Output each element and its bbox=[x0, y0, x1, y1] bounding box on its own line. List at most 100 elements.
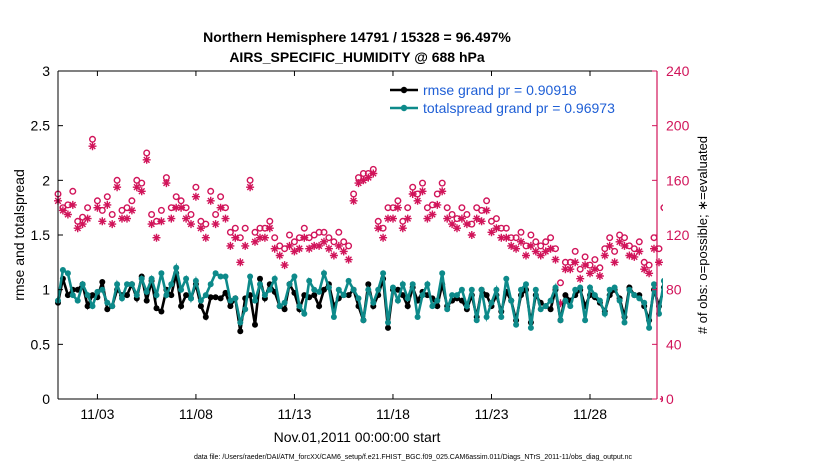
obs-possible-point bbox=[547, 234, 555, 242]
spread-point bbox=[143, 288, 150, 295]
obs-evaluated-point bbox=[507, 241, 516, 250]
obs-evaluated-point bbox=[157, 217, 166, 226]
obs-possible-point bbox=[428, 201, 436, 209]
rmse-point bbox=[89, 292, 96, 299]
obs-evaluated-point bbox=[260, 233, 269, 242]
spread-point bbox=[409, 281, 416, 288]
spread-point bbox=[463, 303, 470, 310]
rmse-point bbox=[547, 306, 554, 313]
obs-possible-point bbox=[458, 204, 466, 212]
obs-evaluated-point bbox=[329, 251, 338, 260]
obs-possible-point bbox=[522, 242, 530, 250]
spread-point bbox=[59, 267, 66, 273]
spread-point bbox=[503, 275, 510, 282]
spread-point bbox=[316, 288, 323, 295]
spread-point bbox=[380, 270, 387, 277]
rmse-point bbox=[143, 297, 150, 304]
chart-title: Northern Hemisphere 14791 / 15328 = 96.4… bbox=[203, 29, 511, 45]
obs-possible-point bbox=[483, 197, 491, 205]
obs-evaluated-point bbox=[88, 142, 97, 151]
rmse-point bbox=[311, 292, 318, 299]
spread-point bbox=[168, 281, 175, 288]
obs-possible-point bbox=[409, 183, 417, 191]
obs-possible-point bbox=[414, 190, 422, 198]
obs-evaluated-point bbox=[467, 231, 476, 239]
spread-point bbox=[458, 286, 465, 293]
obs-evaluated-point bbox=[83, 214, 92, 223]
obs-evaluated-point bbox=[251, 237, 259, 246]
rmse-point bbox=[197, 303, 204, 310]
spread-point bbox=[335, 286, 342, 293]
obs-evaluated-point bbox=[334, 241, 343, 250]
obs-evaluated-point bbox=[630, 252, 639, 261]
spread-point bbox=[562, 297, 569, 304]
obs-possible-point bbox=[197, 217, 205, 225]
obs-evaluated-point bbox=[448, 220, 457, 229]
obs-possible-point bbox=[443, 204, 451, 212]
obs-possible-point bbox=[596, 264, 604, 272]
y2-axis-label: # of obs: o=possible; ∗=evaluated bbox=[695, 136, 710, 334]
obs-possible-point bbox=[118, 206, 126, 214]
spread-point bbox=[109, 303, 116, 310]
obs-possible-point bbox=[251, 228, 259, 236]
spread-point bbox=[424, 281, 431, 288]
obs-evaluated-point bbox=[78, 220, 87, 229]
obs-evaluated-point bbox=[398, 224, 407, 233]
obs-evaluated-point bbox=[236, 258, 245, 267]
obs-possible-point bbox=[537, 242, 545, 250]
obs-evaluated-point bbox=[590, 265, 599, 274]
obs-evaluated-point bbox=[68, 200, 77, 209]
spread-point bbox=[370, 299, 377, 306]
spread-point bbox=[286, 281, 293, 288]
obs-possible-point bbox=[64, 201, 72, 209]
obs-evaluated-point bbox=[408, 190, 417, 198]
obs-possible-point bbox=[379, 224, 387, 232]
obs-evaluated-point bbox=[517, 237, 525, 246]
obs-evaluated-point bbox=[645, 269, 654, 278]
obs-possible-point bbox=[325, 234, 333, 242]
obs-evaluated-point bbox=[620, 241, 629, 250]
obs-evaluated-point bbox=[108, 220, 117, 229]
obs-evaluated-point bbox=[196, 224, 205, 233]
obs-evaluated-point bbox=[556, 299, 565, 308]
y-tick-label: 0.5 bbox=[31, 336, 51, 352]
y2-tick-label: 200 bbox=[666, 118, 690, 134]
spread-point bbox=[404, 295, 411, 302]
obs-possible-point bbox=[231, 224, 239, 232]
spread-point bbox=[247, 273, 254, 280]
spread-point bbox=[651, 281, 657, 288]
spread-point bbox=[390, 284, 396, 291]
rmse-point bbox=[434, 303, 441, 310]
rmse-point bbox=[321, 286, 327, 293]
obs-evaluated-point bbox=[320, 237, 328, 246]
spread-point bbox=[547, 297, 554, 304]
obs-evaluated-point bbox=[546, 244, 555, 253]
obs-evaluated-point bbox=[595, 272, 604, 280]
spread-point bbox=[498, 314, 505, 320]
obs-possible-point bbox=[635, 238, 643, 246]
obs-possible-point bbox=[473, 204, 481, 212]
obs-possible-point bbox=[399, 217, 407, 225]
obs-possible-point bbox=[517, 228, 525, 236]
spread-point bbox=[557, 317, 564, 324]
spread-point bbox=[537, 306, 544, 313]
obs-evaluated-point bbox=[63, 210, 72, 219]
spread-point bbox=[621, 319, 628, 326]
spread-point bbox=[330, 314, 337, 320]
y-tick-label: 3 bbox=[42, 63, 50, 79]
obs-evaluated-point bbox=[605, 241, 614, 250]
obs-evaluated-point bbox=[551, 255, 560, 264]
spread-point bbox=[192, 277, 199, 284]
rmse-point bbox=[183, 292, 190, 299]
spread-point bbox=[296, 303, 303, 310]
obs-evaluated-point bbox=[73, 224, 82, 233]
obs-evaluated-point bbox=[142, 155, 151, 164]
obs-evaluated-point bbox=[123, 214, 131, 223]
rmse-point bbox=[237, 328, 244, 335]
obs-evaluated-point bbox=[113, 183, 122, 192]
obs-evaluated-point bbox=[132, 183, 141, 192]
obs-possible-point bbox=[566, 258, 574, 266]
obs-evaluated-point bbox=[541, 247, 550, 256]
obs-evaluated-point bbox=[98, 217, 107, 226]
